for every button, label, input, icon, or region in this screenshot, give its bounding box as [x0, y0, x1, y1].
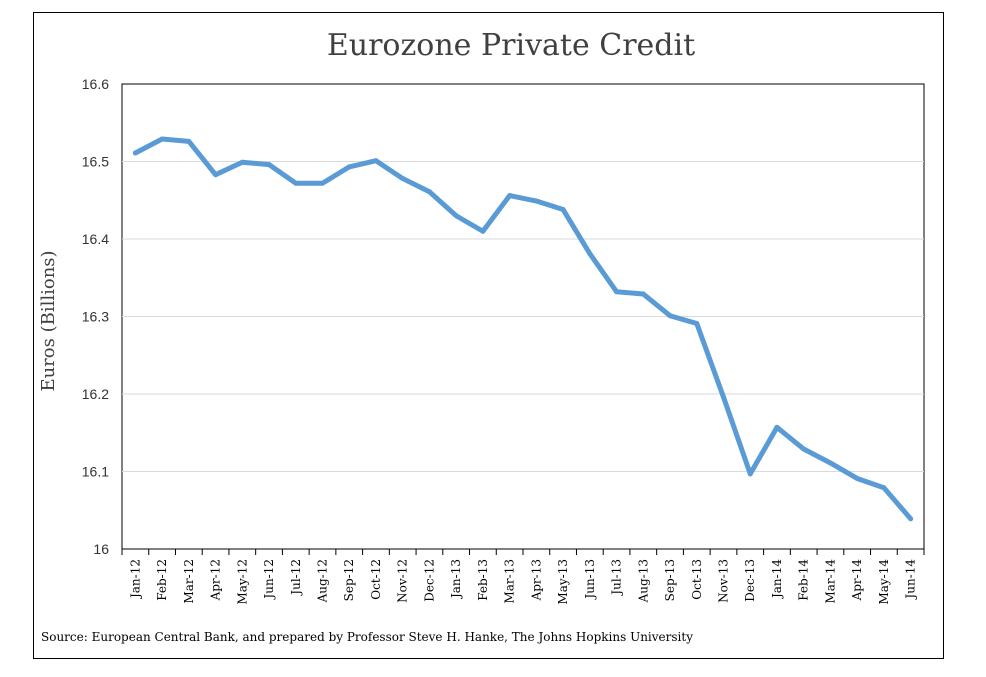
data-point — [159, 136, 165, 142]
x-tick-label: Mar-12 — [182, 559, 196, 604]
x-tick-label: Jul-13 — [610, 559, 624, 597]
y-tick-label: 16.2 — [82, 386, 109, 402]
data-point — [694, 320, 700, 326]
y-tick-label: 16.3 — [82, 309, 109, 325]
series-line — [132, 136, 914, 522]
x-tick-label: Mar-13 — [503, 559, 517, 604]
data-point — [747, 471, 753, 477]
y-tick-label: 16.5 — [82, 154, 109, 170]
data-point — [453, 213, 459, 219]
y-tick-label: 16 — [93, 541, 109, 557]
x-tick-label: Apr-12 — [209, 559, 223, 601]
data-point — [667, 313, 673, 319]
x-tick-label: Sep-13 — [663, 559, 677, 601]
data-point — [560, 207, 566, 213]
x-tick-label: May-12 — [235, 559, 249, 605]
source-note: Source: European Central Bank, and prepa… — [41, 630, 693, 644]
chart-frame: Eurozone Private Credit 16 16.1 16.2 16.3 16… — [33, 12, 944, 659]
x-tick-label: Dec-12 — [422, 559, 436, 602]
data-point — [614, 289, 620, 295]
data-point — [346, 164, 352, 170]
data-point — [426, 189, 432, 195]
y-axis-ticks: 16 16.1 16.2 16.3 16.4 16.5 16.6 — [82, 76, 109, 557]
plot-area: 16 16.1 16.2 16.3 16.4 16.5 16.6 Jan-12 Feb-12 M… — [82, 76, 925, 605]
data-point — [213, 172, 219, 178]
x-tick-label: Apr-14 — [850, 559, 864, 602]
chart-title: Eurozone Private Credit — [327, 28, 695, 63]
data-point — [908, 516, 914, 522]
x-tick-label: Aug-12 — [316, 559, 330, 603]
data-point — [774, 424, 780, 430]
x-tick-label: Apr-13 — [529, 559, 543, 601]
data-point — [881, 485, 887, 491]
data-point — [827, 460, 833, 466]
y-tick-label: 16.6 — [82, 76, 109, 92]
x-tick-label: May-14 — [877, 559, 891, 605]
y-tick-label: 16.4 — [82, 231, 109, 247]
x-tick-label: Sep-12 — [342, 559, 356, 601]
x-tick-label: Jan-14 — [770, 559, 784, 600]
x-tick-label: Feb-12 — [155, 559, 169, 601]
x-tick-label: Nov-13 — [717, 559, 731, 603]
x-tick-label: Jun-13 — [583, 559, 597, 601]
data-point — [266, 162, 272, 168]
x-tick-label: Aug-13 — [636, 559, 650, 603]
data-point — [801, 446, 807, 452]
data-point — [854, 475, 860, 481]
x-tick-label: Nov-12 — [396, 559, 410, 603]
x-tick-label: Mar-14 — [823, 559, 837, 604]
x-tick-label: Oct-13 — [690, 559, 704, 600]
data-point — [320, 180, 325, 186]
x-axis-ticks: Jan-12 Feb-12 Mar-12 Apr-12 May-12 Jun-12 Jul-… — [121, 549, 925, 605]
data-point — [480, 228, 486, 234]
y-tick-label: 16.1 — [82, 464, 109, 480]
gridlines — [122, 161, 924, 472]
series-layer — [132, 136, 914, 522]
data-point — [132, 150, 138, 156]
data-point — [721, 394, 726, 400]
data-point — [239, 159, 245, 165]
x-tick-label: Oct-12 — [369, 559, 383, 600]
data-point — [533, 198, 539, 204]
x-tick-label: Dec-13 — [743, 559, 757, 602]
x-tick-label: Jun-12 — [262, 559, 276, 601]
x-tick-label: Jan-13 — [449, 559, 463, 600]
data-point — [400, 176, 406, 182]
x-tick-label: Feb-13 — [476, 559, 490, 601]
data-point — [293, 180, 299, 186]
data-point — [640, 291, 646, 297]
data-point — [507, 193, 513, 199]
x-tick-label: Jun-14 — [904, 559, 918, 601]
x-tick-label: Jan-12 — [128, 559, 142, 600]
x-tick-label: Jul-12 — [289, 559, 303, 597]
line-chart: Eurozone Private Credit 1616.116.216.316… — [38, 28, 925, 644]
data-point — [373, 158, 379, 164]
data-point — [186, 138, 192, 144]
x-tick-label: May-13 — [556, 559, 570, 605]
y-axis-label: Euros (Billions) — [38, 250, 59, 391]
x-tick-label: Feb-14 — [797, 559, 811, 601]
data-point — [587, 251, 593, 257]
